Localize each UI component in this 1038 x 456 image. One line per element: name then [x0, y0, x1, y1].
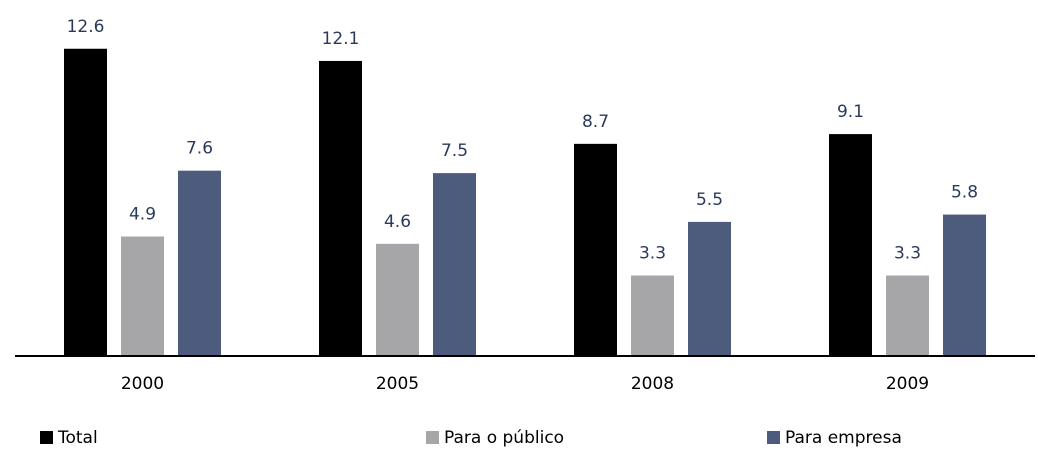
value-label: 12.6 [67, 17, 105, 37]
legend-swatch [40, 431, 53, 444]
bar [433, 173, 476, 356]
bar [631, 275, 674, 356]
bar [178, 170, 221, 356]
legend-swatch [426, 431, 439, 444]
bar [121, 236, 164, 356]
value-label: 3.3 [639, 244, 666, 264]
value-label: 3.3 [894, 244, 921, 264]
value-label: 7.5 [441, 141, 468, 161]
x-tick-label: 2005 [376, 374, 419, 394]
bar [64, 48, 107, 356]
value-label: 4.9 [129, 205, 156, 225]
value-label: 12.1 [322, 29, 360, 49]
x-tick-label: 2009 [886, 374, 929, 394]
bar [943, 214, 986, 356]
value-label: 4.6 [384, 212, 411, 232]
value-label: 7.6 [186, 139, 213, 159]
x-tick-label: 2000 [121, 374, 164, 394]
legend-swatch [767, 431, 780, 444]
bar [688, 221, 731, 356]
bar [829, 134, 872, 356]
value-label: 5.5 [696, 190, 723, 210]
bar [574, 143, 617, 356]
legend-label: Para o público [444, 428, 564, 448]
x-tick-label: 2008 [631, 374, 674, 394]
bar [886, 275, 929, 356]
value-label: 9.1 [837, 102, 864, 122]
value-label: 8.7 [582, 112, 609, 132]
legend-label: Total [57, 428, 98, 448]
legend-label: Para empresa [785, 428, 902, 448]
bar [319, 60, 362, 356]
bar [376, 243, 419, 356]
value-label: 5.8 [951, 183, 978, 203]
